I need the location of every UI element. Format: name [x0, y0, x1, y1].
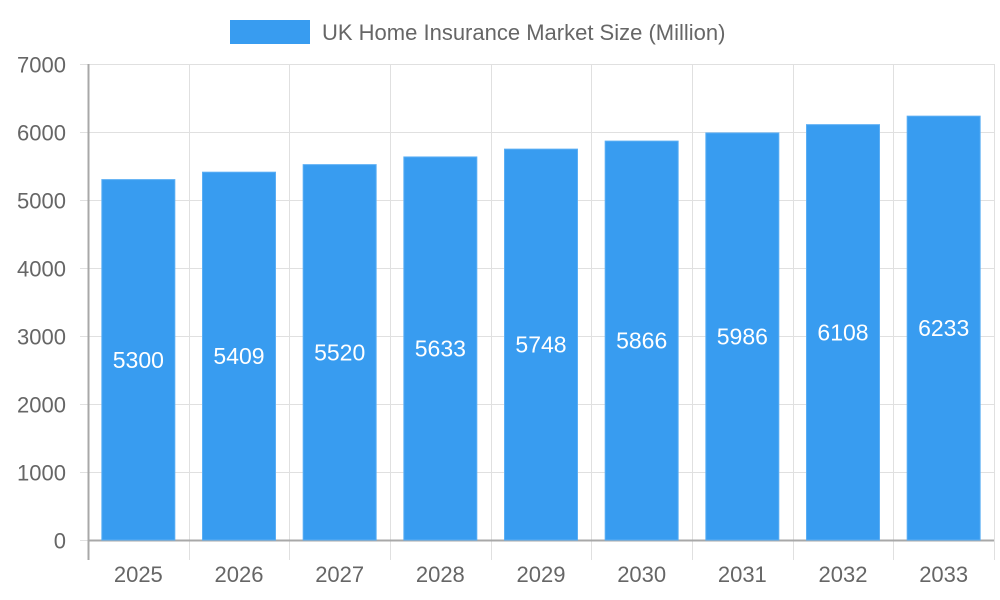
x-axis: 2025 2026 2027 2028 2029 2030 2031 2032 2033	[88, 539, 994, 587]
x-tick-label: 2032	[819, 562, 868, 587]
x-tick-label: 2027	[315, 562, 364, 587]
y-axis: 0 1000 2000 3000 4000 5000 6000 7000	[17, 53, 90, 560]
x-tick-label: 2033	[919, 562, 968, 587]
bar-2030[interactable]	[604, 140, 679, 541]
x-tick-label: 2029	[517, 562, 566, 587]
bar-value-label: 5986	[717, 323, 768, 349]
bar-2031[interactable]	[705, 132, 780, 541]
y-tick-label: 6000	[17, 121, 66, 146]
x-tick-label: 2031	[718, 562, 767, 587]
y-tick-label: 7000	[17, 53, 66, 78]
x-tick-label: 2028	[416, 562, 465, 587]
bar-2027[interactable]	[302, 164, 377, 541]
bar-value-label: 5520	[314, 339, 365, 365]
legend[interactable]: UK Home Insurance Market Size (Million)	[230, 20, 725, 45]
bar-value-label: 5300	[113, 347, 164, 373]
bar-value-label: 5748	[515, 332, 566, 358]
y-tick-label: 5000	[17, 189, 66, 214]
y-tick-label: 2000	[17, 393, 66, 418]
bar-value-label: 5633	[415, 335, 466, 361]
y-tick-label: 0	[54, 529, 66, 554]
bar-2029[interactable]	[504, 148, 578, 541]
y-tick-label: 4000	[17, 257, 66, 282]
bar-value-label: 6233	[918, 315, 969, 341]
bar-2028[interactable]	[403, 156, 478, 541]
bar-value-label: 6108	[817, 319, 868, 345]
legend-label: UK Home Insurance Market Size (Million)	[322, 20, 725, 45]
x-tick-label: 2025	[114, 562, 163, 587]
bar-series: 5300 5409 5520 5633 5748 5866 5986 6108 6233	[101, 115, 981, 541]
bar-2032[interactable]	[806, 124, 880, 541]
bar-value-label: 5409	[213, 343, 264, 369]
y-tick-label: 3000	[17, 325, 66, 350]
bar-2025[interactable]	[101, 179, 176, 541]
y-tick-label: 1000	[17, 461, 66, 486]
bar-value-label: 5866	[616, 328, 667, 354]
x-tick-label: 2030	[617, 562, 666, 587]
bar-2026[interactable]	[202, 171, 276, 541]
legend-swatch	[230, 20, 310, 44]
x-tick-label: 2026	[215, 562, 264, 587]
bar-2033[interactable]	[906, 115, 981, 541]
